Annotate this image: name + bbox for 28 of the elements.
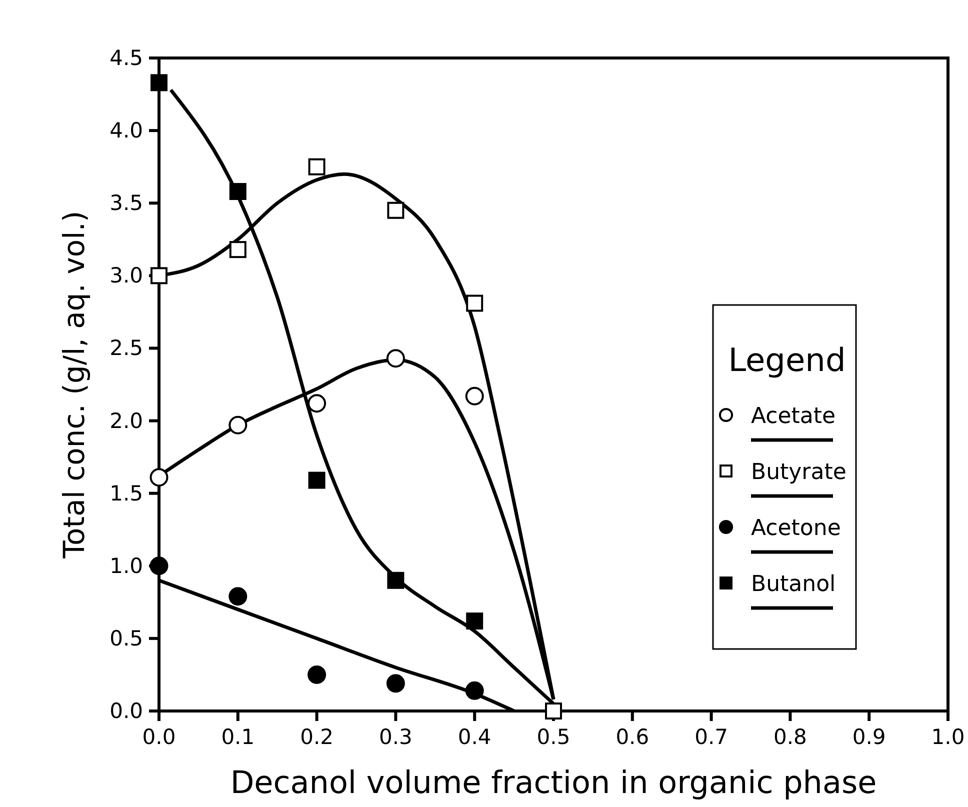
x-axis-title: Decanol volume fraction in organic phase xyxy=(230,765,877,801)
y-tick-label: 4.5 xyxy=(110,46,143,70)
x-tick-label: 1.0 xyxy=(931,725,965,749)
y-tick-label: 0.5 xyxy=(110,626,143,650)
y-tick-label: 3.5 xyxy=(110,191,143,216)
x-tick-label: 0.8 xyxy=(773,725,807,749)
y-tick-label: 1.5 xyxy=(110,481,143,506)
y-tick-label: 4.0 xyxy=(110,118,143,143)
y-axis-title: Total conc. (g/l, aq. vol.) xyxy=(57,210,91,560)
x-tick-label: 0.0 xyxy=(142,725,176,749)
legend-label: Acetate xyxy=(751,404,836,429)
y-tick-label: 1.0 xyxy=(110,554,143,578)
x-tick-label: 0.3 xyxy=(378,725,412,749)
x-tick-label: 0.1 xyxy=(221,725,255,749)
x-tick-label: 0.2 xyxy=(300,725,334,749)
y-tick-label: 2.0 xyxy=(110,408,143,433)
y-tick-label: 3.0 xyxy=(110,264,143,288)
y-tick-label: 0.0 xyxy=(110,699,143,723)
x-tick-label: 0.4 xyxy=(458,725,492,749)
legend-label: Butanol xyxy=(751,572,836,597)
x-tick-label: 0.5 xyxy=(536,725,570,749)
x-tick-label: 0.6 xyxy=(616,725,650,749)
legend-label: Acetone xyxy=(751,516,841,541)
legend-label: Butyrate xyxy=(751,460,846,485)
x-tick-label: 0.7 xyxy=(694,725,728,749)
legend-title: Legend xyxy=(728,341,846,379)
x-tick-label: 0.9 xyxy=(852,725,886,749)
y-tick-label: 2.5 xyxy=(110,336,143,360)
